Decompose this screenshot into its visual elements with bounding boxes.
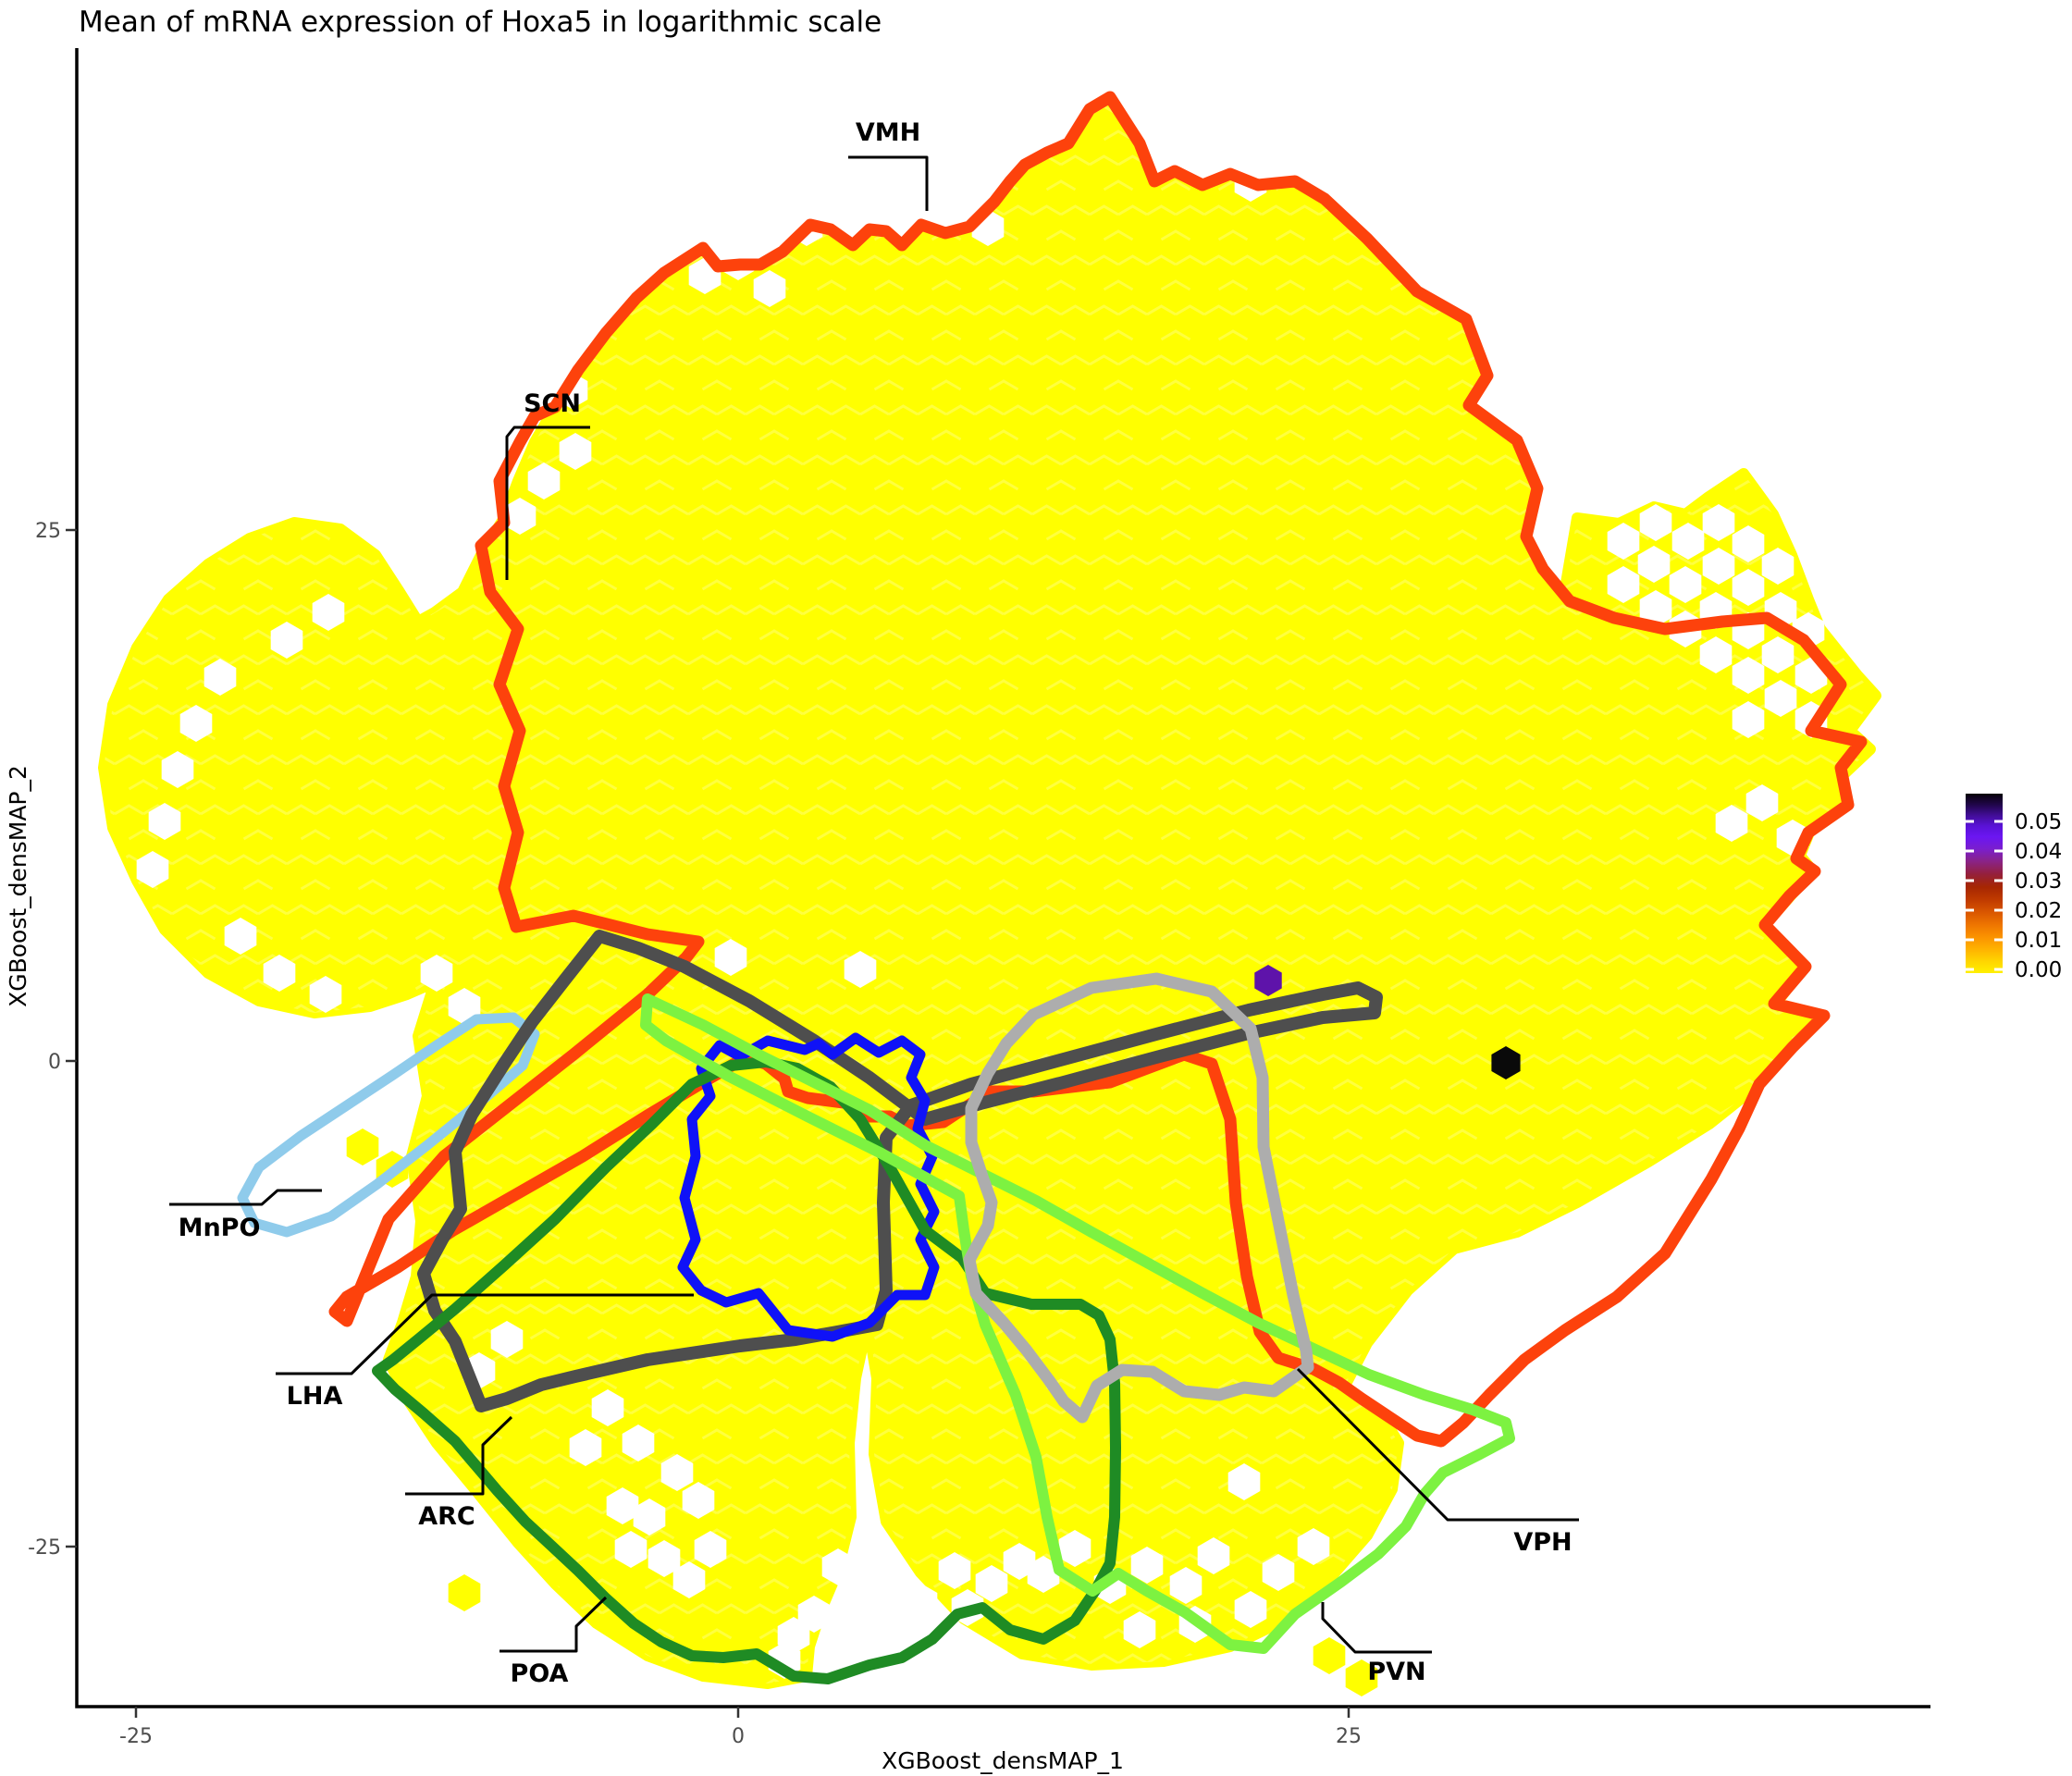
x-tick--25: -25 [119,1725,153,1748]
region-label-pvn: PVN [1367,1658,1425,1686]
tick-marks [66,528,1350,1718]
colorbar-gradient-bar [1966,794,2003,973]
region-label-vmh: VMH [856,118,920,147]
region-outline-poa [372,1056,1121,1684]
colorbar: 0.05 0.04 0.03 0.02 0.01 0.00 [1966,794,2062,982]
axis-lines [75,48,1930,1708]
leader-mnpo [169,1189,322,1206]
y-axis-title: XGBoost_densMAP_2 [5,765,31,1007]
colorbar-tick-dashes [1966,820,2003,971]
hexbin-cloud [104,97,1876,1684]
x-tick-25: 25 [1336,1725,1362,1748]
region-outline-arc [677,1032,940,1342]
region-label-mnpo: MnPO [179,1214,261,1242]
x-axis-title: XGBoost_densMAP_1 [882,1747,1124,1774]
colorbar-label-001: 0.01 [2015,929,2062,953]
region-outline-pvn [640,993,1515,1654]
region-outline-vph [963,972,1314,1424]
chart-title: Mean of mRNA expression of Hoxa5 in loga… [79,6,882,39]
empty-bin-hexes [136,165,1828,1679]
colorbar-label-000: 0.00 [2015,958,2062,982]
leader-lha [276,1293,694,1375]
cloud-hex-texture [104,97,1876,1684]
y-tick--25: -25 [28,1536,61,1560]
leader-vmh [848,155,929,211]
y-tick-25: 25 [35,520,61,543]
outlier-bins [1254,965,1521,1079]
colorbar-label-005: 0.05 [2015,810,2062,834]
region-label-poa: POA [511,1659,569,1688]
region-label-arc: ARC [418,1502,475,1531]
colorbar-label-002: 0.02 [2015,899,2062,923]
region-outline-lha [417,930,1383,1412]
leader-arc [405,1415,513,1496]
y-tick-0: 0 [48,1051,61,1074]
axes: -25 0 25 25 0 -25 XGBoost_densMAP_1 XGBo… [5,48,1930,1774]
leader-vph [1296,1367,1579,1522]
colorbar-label-004: 0.04 [2015,840,2062,864]
leader-pvn [1321,1602,1432,1654]
x-tick-0: 0 [732,1725,745,1748]
colorbar-label-003: 0.03 [2015,870,2062,894]
region-label-lha: LHA [287,1382,343,1411]
region-outline-mnpo [237,1012,540,1238]
leader-poa [500,1596,608,1653]
region-label-vph: VPH [1513,1528,1572,1557]
leader-scn [505,426,590,580]
region-label-scn: SCN [524,389,581,418]
